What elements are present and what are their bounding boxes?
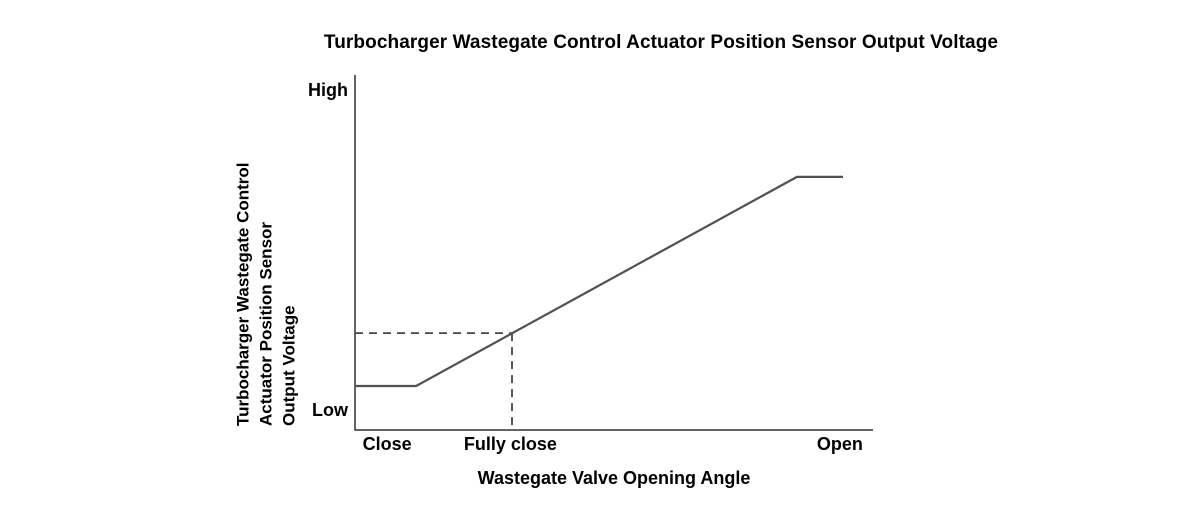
x-axis-title: Wastegate Valve Opening Angle — [477, 468, 751, 488]
y-axis-title-line: Output Voltage — [279, 305, 299, 426]
series-line — [355, 175, 843, 388]
y-axis-title-line: Actuator Position Sensor — [256, 221, 276, 426]
y-axis-title-wrap: Turbocharger Wastegate Control Actuator … — [229, 114, 303, 426]
x-tick-close: Close — [362, 434, 412, 454]
plot-canvas — [354, 75, 873, 431]
chart-title: Turbocharger Wastegate Control Actuator … — [323, 32, 999, 53]
y-tick-low: Low — [312, 400, 348, 421]
x-tick-open: Open — [816, 434, 863, 454]
y-axis-title: Turbocharger Wastegate Control Actuator … — [232, 114, 301, 426]
plot-area: High Low Close Fully close Open — [308, 75, 873, 454]
x-tick-fully-close: Fully close — [463, 434, 557, 454]
y-axis-title-line: Turbocharger Wastegate Control — [233, 162, 253, 426]
y-tick-high: High — [308, 79, 348, 100]
axis-lines — [354, 75, 873, 431]
